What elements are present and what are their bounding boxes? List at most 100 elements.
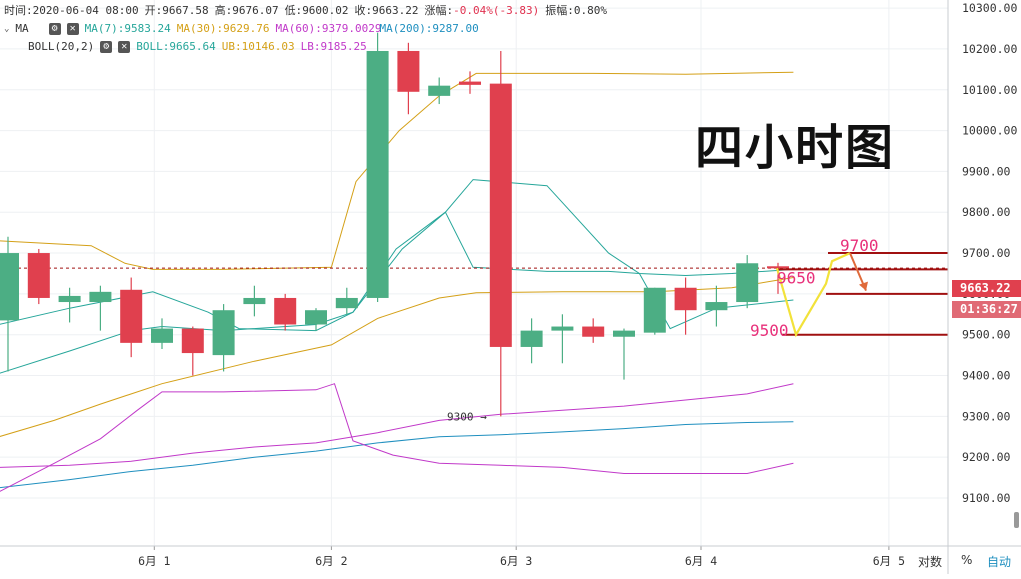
candle-body — [27, 253, 50, 298]
open-value: 9667.58 — [162, 4, 209, 17]
candle-body — [305, 310, 327, 325]
low-label: 低: — [284, 4, 303, 17]
candle-body — [520, 330, 543, 347]
ma200-value: MA(200):9287.00 — [379, 22, 479, 35]
candle-body — [643, 287, 666, 333]
close-value: 9663.22 — [372, 4, 419, 17]
ub-line — [0, 71, 794, 270]
level-label-9500: 9500 — [750, 321, 789, 340]
y-tick-label: 9300.00 — [962, 409, 1011, 423]
amplitude-value: 0.80% — [573, 4, 607, 17]
candle-body — [674, 287, 697, 311]
candle-body — [705, 302, 728, 311]
candle-body — [335, 297, 358, 309]
candle-body — [151, 328, 173, 343]
low-price-marker: 9300 → — [447, 410, 487, 423]
candle-body — [89, 291, 112, 303]
axis-scroll-handle — [1014, 512, 1019, 528]
ma200-line — [0, 421, 794, 489]
lb-line — [0, 383, 794, 492]
boll-settings-gear-icon[interactable]: ⚙ — [100, 41, 113, 53]
time-value: 2020-06-04 08:00 — [32, 4, 139, 17]
high-value: 9676.07 — [232, 4, 279, 17]
candle-body — [274, 297, 297, 325]
indicator-lines — [0, 71, 948, 492]
x-tick-label: 6月 1 — [138, 554, 170, 568]
level-label-9700: 9700 — [840, 236, 879, 255]
y-tick-label: 10100.00 — [962, 83, 1017, 97]
time-label: 时间: — [4, 4, 33, 17]
candle-body — [613, 330, 635, 337]
ma30-value: MA(30):9629.76 — [176, 22, 270, 35]
y-tick-label: 9500.00 — [962, 328, 1011, 342]
candle-body — [397, 50, 420, 92]
boll-line — [0, 179, 794, 332]
y-tick-label: 9200.00 — [962, 450, 1011, 464]
auto-scale-toggle[interactable]: 自动 — [987, 555, 1012, 569]
candle-body — [0, 253, 19, 321]
percent-scale-toggle[interactable]: % — [961, 553, 973, 567]
y-tick-label: 9900.00 — [962, 164, 1011, 178]
high-label: 高: — [214, 4, 233, 17]
x-tick-label: 6月 2 — [315, 554, 347, 568]
candle-body — [243, 297, 266, 305]
collapse-caret-icon[interactable]: ⌄ — [4, 24, 10, 34]
countdown-tag: 01:36:27 — [952, 301, 1021, 318]
change-label: 涨幅: — [424, 4, 454, 17]
y-tick-label: 10200.00 — [962, 42, 1017, 56]
candle-body — [489, 83, 512, 347]
y-tick-label: 9400.00 — [962, 369, 1011, 383]
boll-row: BOLL(20,2) ⚙ ✕ BOLL:9665.64 UB:10146.03 … — [4, 38, 607, 56]
annotation-title: 四小时图 — [695, 120, 896, 176]
orange-arrow-head — [859, 281, 868, 291]
close-label: 收: — [354, 4, 373, 17]
candle-body — [582, 326, 605, 337]
ma60-value: MA(60):9379.0029 — [275, 22, 382, 35]
time-axis[interactable]: 6月 1 6月 2 6月 3 6月 4 6月 5 — [0, 545, 1021, 568]
ma7-value: MA(7):9583.24 — [84, 22, 171, 35]
last-price-tag: 9663.22 — [952, 280, 1021, 297]
y-tick-label: 10300.00 — [962, 1, 1017, 15]
x-tick-label: 6月 5 — [873, 554, 905, 568]
close-icon[interactable]: ✕ — [66, 23, 79, 35]
ma60-line — [0, 383, 794, 468]
annotations: 9300 → 9700 9650 9500 — [447, 236, 948, 423]
level-label-9650: 9650 — [777, 269, 816, 288]
price-axis[interactable]: 9100.009200.009300.009400.009500.009600.… — [947, 0, 1019, 574]
open-label: 开: — [144, 4, 163, 17]
candle-body — [181, 328, 204, 354]
boll-label[interactable]: BOLL(20,2) — [28, 40, 95, 53]
ma30-line — [0, 277, 794, 437]
log-scale-toggle[interactable]: 对数 — [918, 555, 943, 569]
x-tick-label: 6月 4 — [685, 554, 717, 568]
candle-body — [767, 266, 789, 269]
candles — [0, 32, 789, 417]
candle-body — [551, 326, 574, 331]
ma-row: ⌄ MA ⚙ ✕ MA(7):9583.24 MA(30):9629.76 MA… — [4, 20, 607, 38]
ub-value: UB:10146.03 — [221, 40, 295, 53]
y-tick-label: 9700.00 — [962, 246, 1011, 260]
candle-body — [58, 295, 81, 303]
amplitude-label: 振幅: — [545, 4, 574, 17]
y-tick-label: 9100.00 — [962, 491, 1011, 505]
change-value: -0.04%(-3.83) — [453, 4, 540, 17]
candle-body — [212, 310, 235, 356]
low-value: 9600.02 — [302, 4, 349, 17]
candle-body — [736, 263, 759, 303]
settings-gear-icon[interactable]: ⚙ — [48, 23, 61, 35]
boll-close-icon[interactable]: ✕ — [118, 41, 131, 53]
y-tick-label: 9800.00 — [962, 205, 1011, 219]
ma7-line — [0, 211, 794, 374]
ohlc-row: 时间: 2020-06-04 08:00 开: 9667.58 高: 9676.07 … — [4, 2, 607, 20]
candle-body — [459, 81, 481, 85]
lb-value: LB:9185.25 — [300, 40, 367, 53]
y-tick-label: 10000.00 — [962, 124, 1017, 138]
candle-body — [428, 85, 451, 96]
ma-label[interactable]: MA — [15, 22, 29, 35]
candle-body — [120, 289, 143, 343]
boll-value: BOLL:9665.64 — [136, 40, 216, 53]
x-tick-label: 6月 3 — [500, 554, 532, 568]
candle-body — [366, 50, 389, 298]
